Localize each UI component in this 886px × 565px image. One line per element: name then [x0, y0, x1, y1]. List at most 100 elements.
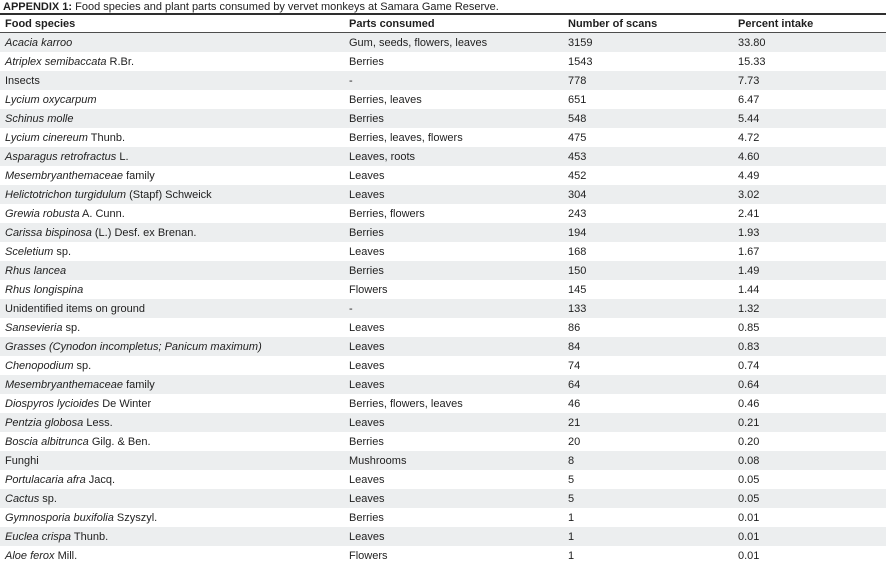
cell-food-species: Rhus longispina	[0, 280, 344, 299]
cell-food-species: Grasses (Cynodon incompletus; Panicum ma…	[0, 337, 344, 356]
cell-food-species: Sceletium sp.	[0, 242, 344, 261]
cell-percent-intake: 0.05	[738, 473, 760, 486]
table-row: Grewia robusta A. Cunn. Berries, flowers 2…	[0, 204, 886, 223]
cell-food-species: Funghi	[0, 451, 344, 470]
table-row: Rhus lancea Berries 150 1.49	[0, 261, 886, 280]
cell-food-species: Grewia robusta A. Cunn.	[0, 204, 344, 223]
cell-food-species: Gymnosporia buxifolia Szyszyl.	[0, 508, 344, 527]
species-name-suffix: De Winter	[99, 397, 152, 410]
species-name-suffix: Thunb.	[71, 530, 109, 543]
species-name-italic: Grasses (Cynodon incompletus; Panicum ma…	[5, 340, 262, 353]
species-name-italic: Euclea crispa	[5, 530, 72, 543]
cell-parts-consumed: Leaves	[349, 321, 385, 334]
cell-number-of-scans: 453	[563, 147, 733, 166]
table-row: Chenopodium sp. Leaves 74 0.74	[0, 356, 886, 375]
species-name-italic: Boscia albitrunca	[5, 435, 89, 448]
cell-number-of-scans: 778	[563, 71, 733, 90]
cell-food-species: Cactus sp.	[0, 489, 344, 508]
cell-number-of-scans: 548	[563, 109, 733, 128]
cell-food-species: Boscia albitrunca Gilg. & Ben.	[0, 432, 344, 451]
cell-parts-consumed: Berries	[349, 55, 384, 68]
table-header-row: Food species Parts consumed Number of sc…	[0, 15, 886, 33]
cell-percent-intake: 2.41	[738, 207, 760, 220]
col-header-percent-intake: Percent intake	[733, 15, 886, 33]
table-row: Carissa bispinosa (L.) Desf. ex Brenan. B…	[0, 223, 886, 242]
cell-number-of-scans: 1	[568, 511, 575, 524]
table-row: Mesembryanthemaceae family Leaves 64 0.64	[0, 375, 886, 394]
species-name-suffix: Jacq.	[85, 473, 116, 486]
cell-parts-consumed: Leaves	[344, 185, 563, 204]
cell-food-species: Chenopodium sp.	[0, 356, 344, 375]
table-row: Unidentified items on ground -133 1.32	[0, 299, 886, 318]
species-name-suffix: family	[123, 169, 155, 182]
cell-parts-consumed: Leaves	[349, 245, 385, 258]
cell-number-of-scans: 145	[568, 283, 587, 296]
cell-parts-consumed: Berries, leaves	[349, 93, 422, 106]
cell-food-species: Rhus lancea	[0, 261, 344, 280]
cell-parts-consumed: Gum, seeds, flowers, leaves	[344, 32, 563, 52]
table-row: Euclea crispa Thunb. Leaves 1 0.01	[0, 527, 886, 546]
cell-food-species: Unidentified items on ground	[0, 299, 344, 318]
cell-number-of-scans: 46	[568, 397, 581, 410]
cell-parts-consumed: Berries	[349, 511, 384, 524]
cell-food-species: Mesembryanthemaceae family	[0, 166, 344, 185]
cell-percent-intake: 0.05	[733, 489, 886, 508]
cell-parts-consumed: Berries, leaves, flowers	[349, 131, 463, 144]
cell-number-of-scans: 1543	[568, 55, 593, 68]
cell-percent-intake: 0.01	[738, 549, 760, 562]
cell-percent-intake: 0.64	[733, 375, 886, 394]
table-row: Atriplex semibaccata R.Br. Berries 1543 15.…	[0, 52, 886, 71]
cell-percent-intake: 0.20	[738, 435, 760, 448]
appendix-caption-text: Food species and plant parts consumed by…	[75, 1, 499, 13]
cell-number-of-scans: 64	[563, 375, 733, 394]
species-name-italic: Helictotrichon turgidulum	[5, 188, 127, 201]
species-name-suffix: sp.	[62, 321, 81, 334]
species-name-suffix: (Stapf) Schweick	[126, 188, 212, 201]
table-row: Lycium cinereum Thunb. Berries, leaves, f…	[0, 128, 886, 147]
cell-number-of-scans: 84	[563, 337, 733, 356]
cell-parts-consumed: Leaves	[349, 359, 385, 372]
cell-food-species: Acacia karroo	[0, 32, 344, 52]
table-row: Asparagus retrofractus L. Leaves, roots 45…	[0, 147, 886, 166]
species-name-italic: Portulacaria afra	[5, 473, 86, 486]
col-header-number-of-scans: Number of scans	[563, 15, 733, 33]
cell-parts-consumed: Leaves	[344, 489, 563, 508]
table-row: Aloe ferox Mill. Flowers 1 0.01	[0, 546, 886, 565]
cell-percent-intake: 0.01	[733, 527, 886, 546]
species-name-suffix: Gilg. & Ben.	[88, 435, 151, 448]
cell-food-species: Mesembryanthemaceae family	[0, 375, 344, 394]
cell-food-species: Schinus molle	[0, 109, 344, 128]
cell-number-of-scans: 452	[568, 169, 587, 182]
species-name-italic: Carissa bispinosa	[5, 226, 92, 239]
col-header-parts-consumed: Parts consumed	[344, 15, 563, 33]
cell-parts-consumed: Flowers	[349, 549, 388, 562]
cell-number-of-scans: 20	[568, 435, 581, 448]
species-name-suffix: (L.) Desf. ex Brenan.	[91, 226, 197, 239]
cell-parts-consumed: Flowers	[349, 283, 388, 296]
cell-parts-consumed: Leaves	[344, 337, 563, 356]
cell-food-species: Pentzia globosa Less.	[0, 413, 344, 432]
table-row: Boscia albitrunca Gilg. & Ben. Berries 20 0…	[0, 432, 886, 451]
table-row: Sansevieria sp. Leaves 86 0.85	[0, 318, 886, 337]
species-name-suffix: A. Cunn.	[79, 207, 125, 220]
cell-percent-intake: 4.60	[733, 147, 886, 166]
cell-food-species: Insects	[0, 71, 344, 90]
cell-percent-intake: 0.01	[738, 511, 760, 524]
cell-parts-consumed: Berries	[344, 261, 563, 280]
species-name-suffix: Less.	[83, 416, 113, 429]
table-row: Diospyros lycioides De Winter Berries, fl…	[0, 394, 886, 413]
species-name-italic: Acacia karroo	[5, 36, 73, 49]
cell-food-species: Portulacaria afra Jacq.	[0, 470, 344, 489]
cell-parts-consumed: Leaves	[344, 527, 563, 546]
species-name-suffix: Insects	[5, 74, 40, 87]
species-name-italic: Lycium cinereum	[5, 131, 88, 144]
cell-food-species: Atriplex semibaccata R.Br.	[0, 52, 344, 71]
cell-percent-intake: 33.80	[733, 32, 886, 52]
species-name-suffix: Mill.	[54, 549, 78, 562]
cell-food-species: Lycium oxycarpum	[0, 90, 344, 109]
species-name-suffix: Szyszyl.	[113, 511, 158, 524]
cell-food-species: Carissa bispinosa (L.) Desf. ex Brenan.	[0, 223, 344, 242]
cell-number-of-scans: 74	[568, 359, 581, 372]
species-name-suffix: Unidentified items on ground	[5, 302, 146, 315]
species-name-italic: Sceletium	[5, 245, 54, 258]
